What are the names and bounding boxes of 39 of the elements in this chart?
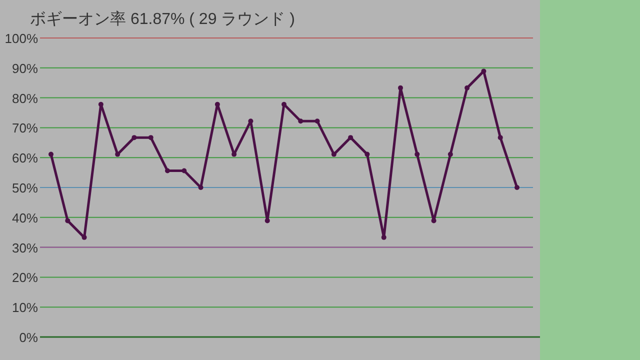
point: [48, 152, 54, 157]
point: [214, 102, 220, 107]
point: [348, 135, 354, 140]
point: [464, 85, 470, 90]
point: [398, 85, 403, 90]
point: [264, 218, 270, 224]
point: [282, 102, 286, 107]
point: [448, 152, 453, 157]
y-tick-label: 80%: [12, 90, 38, 106]
point: [165, 168, 170, 174]
point: [381, 234, 386, 240]
point: [414, 152, 420, 157]
point: [198, 185, 204, 190]
point: [514, 185, 520, 190]
point: [148, 135, 154, 140]
point: [132, 135, 137, 140]
chart-title: ボギーオン率 61.87% ( 29 ラウンド ): [30, 10, 295, 28]
point: [298, 118, 304, 124]
y-tick-label: 50%: [12, 180, 38, 196]
y-tick-label: 100%: [4, 31, 38, 46]
point: [115, 152, 120, 157]
point: [98, 102, 104, 107]
y-tick-label: 30%: [12, 240, 38, 256]
point: [431, 218, 436, 224]
point: [498, 135, 503, 140]
y-tick-label: 60%: [12, 150, 38, 166]
y-tick-label: 0%: [19, 330, 38, 345]
point: [65, 218, 70, 224]
point: [82, 234, 87, 240]
point: [248, 118, 254, 124]
y-tick-label: 20%: [12, 270, 38, 286]
point: [364, 152, 370, 157]
y-tick-label: 90%: [12, 60, 38, 76]
y-tick-label: 70%: [12, 120, 38, 136]
y-tick-label: 40%: [12, 210, 38, 226]
y-tick-label: 10%: [12, 300, 38, 316]
point: [314, 118, 320, 124]
point: [331, 152, 336, 157]
point: [182, 168, 187, 174]
